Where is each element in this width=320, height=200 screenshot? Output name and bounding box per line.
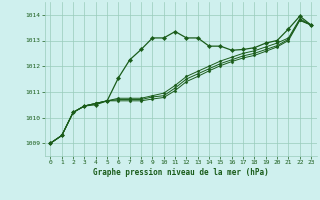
X-axis label: Graphe pression niveau de la mer (hPa): Graphe pression niveau de la mer (hPa) <box>93 168 269 177</box>
